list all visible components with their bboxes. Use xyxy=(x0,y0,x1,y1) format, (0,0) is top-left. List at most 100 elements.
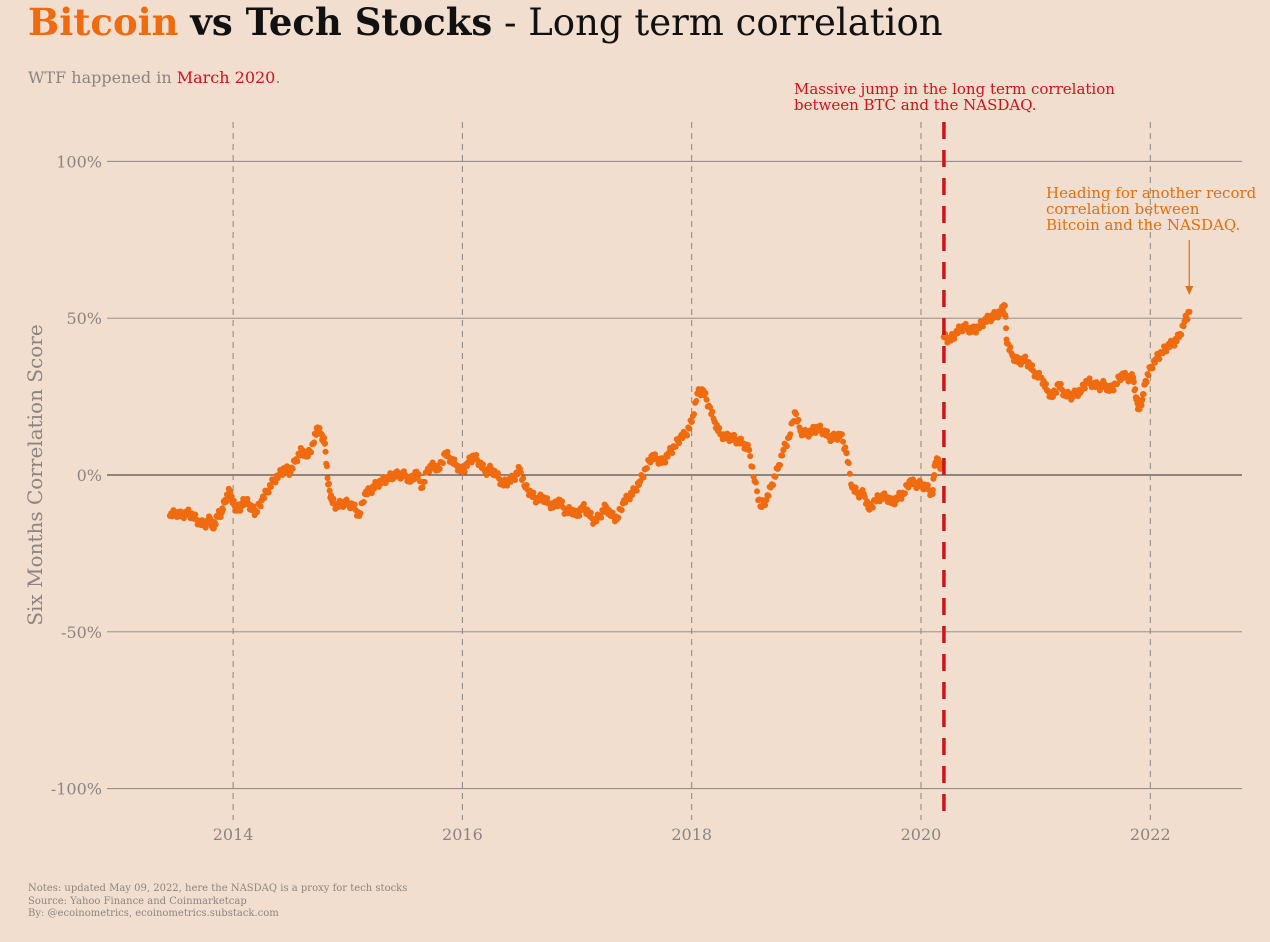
data-point xyxy=(688,418,695,425)
data-point xyxy=(951,335,958,342)
data-point xyxy=(1180,323,1187,330)
data-point xyxy=(265,489,272,496)
data-point xyxy=(931,472,938,478)
data-point xyxy=(662,459,669,466)
data-point xyxy=(192,511,199,518)
data-point xyxy=(1042,381,1049,388)
notes-line: Notes: updated May 09, 2022, here the NA… xyxy=(28,883,408,894)
data-point xyxy=(257,503,264,510)
data-point xyxy=(901,490,908,497)
data-point xyxy=(1178,331,1185,338)
record-correlation-annotation: Heading for another record correlation b… xyxy=(1046,185,1256,233)
data-point xyxy=(559,498,566,505)
data-point xyxy=(1001,302,1008,309)
data-point xyxy=(289,465,296,472)
x-tick-label: 2018 xyxy=(671,825,712,844)
data-point xyxy=(1053,389,1060,396)
data-point xyxy=(517,469,524,476)
data-point xyxy=(754,488,761,495)
data-point xyxy=(1003,325,1010,332)
record-annotation-line-1: Heading for another record xyxy=(1046,184,1257,202)
data-point xyxy=(311,439,318,446)
data-point xyxy=(296,452,303,459)
data-point xyxy=(669,450,676,457)
data-point xyxy=(1057,381,1064,388)
source-line: Source: Yahoo Finance and Coinmarketcap xyxy=(28,895,247,907)
data-point xyxy=(745,446,753,454)
data-point xyxy=(1007,344,1014,351)
y-tick-label: -100% xyxy=(51,780,102,799)
data-point xyxy=(716,424,723,431)
data-point xyxy=(1130,379,1137,386)
march-2020-annotation: Massive jump in the long term correlatio… xyxy=(794,81,1115,113)
data-point xyxy=(360,498,367,505)
data-point xyxy=(869,504,876,511)
data-point xyxy=(316,424,323,431)
data-point xyxy=(223,498,230,505)
data-point xyxy=(1138,402,1145,409)
data-point xyxy=(308,449,315,456)
record-annotation-line-2: correlation between xyxy=(1046,200,1200,218)
data-point xyxy=(324,475,331,482)
march-2020-annotation-line-2: between BTC and the NASDAQ. xyxy=(794,96,1037,114)
grid-layer xyxy=(107,122,1242,820)
byline: By: @ecoinometrics, ecoinometrics.substa… xyxy=(28,908,279,919)
data-point xyxy=(1022,353,1029,360)
data-point xyxy=(212,521,219,528)
data-point xyxy=(1132,386,1139,393)
data-point xyxy=(1081,385,1088,392)
data-point xyxy=(321,434,328,441)
data-point xyxy=(618,507,625,514)
data-point xyxy=(451,456,458,463)
data-point xyxy=(842,444,849,451)
data-point xyxy=(693,397,700,404)
title-long-term-correlation: - Long term correlation xyxy=(492,1,943,44)
chart-subtitle: WTF happened in March 2020. xyxy=(28,68,280,87)
data-point xyxy=(436,465,443,472)
data-point xyxy=(684,432,691,439)
data-point xyxy=(703,396,710,403)
data-point xyxy=(793,411,800,418)
data-point xyxy=(473,451,480,458)
data-point xyxy=(770,482,777,489)
data-point xyxy=(587,509,594,516)
subtitle-prefix: WTF happened in xyxy=(28,68,177,87)
data-point xyxy=(421,478,428,485)
data-point xyxy=(640,474,647,481)
data-point xyxy=(544,495,551,502)
title-vs-tech-stocks: vs Tech Stocks xyxy=(190,0,493,44)
data-point xyxy=(530,489,537,496)
data-point xyxy=(752,479,759,486)
data-point xyxy=(765,492,772,499)
points-layer xyxy=(166,302,1193,532)
data-point xyxy=(690,411,697,418)
data-point xyxy=(523,482,530,489)
data-point xyxy=(267,483,274,490)
data-point xyxy=(439,460,446,467)
data-point xyxy=(929,487,936,494)
data-point xyxy=(838,431,845,438)
data-point xyxy=(351,501,358,508)
data-point xyxy=(330,495,337,502)
data-point xyxy=(1002,313,1009,320)
annotation-arrow-head xyxy=(1185,286,1194,295)
data-point xyxy=(461,468,468,475)
data-point xyxy=(1139,396,1146,403)
data-point xyxy=(937,465,944,472)
data-point xyxy=(419,484,426,491)
data-point xyxy=(762,502,769,509)
data-point xyxy=(744,441,751,448)
data-point xyxy=(1145,372,1152,379)
data-point xyxy=(749,463,756,470)
y-tick-label: 50% xyxy=(66,309,102,328)
x-tick-label: 2016 xyxy=(442,825,483,844)
data-point xyxy=(643,465,650,472)
data-point xyxy=(676,440,683,447)
data-point xyxy=(633,487,640,494)
data-point xyxy=(415,471,422,478)
x-tick-label: 2020 xyxy=(901,825,942,844)
annotation-layer xyxy=(942,122,1194,822)
y-tick-label: 0% xyxy=(77,466,102,485)
data-point xyxy=(776,461,783,468)
data-point xyxy=(322,448,329,455)
